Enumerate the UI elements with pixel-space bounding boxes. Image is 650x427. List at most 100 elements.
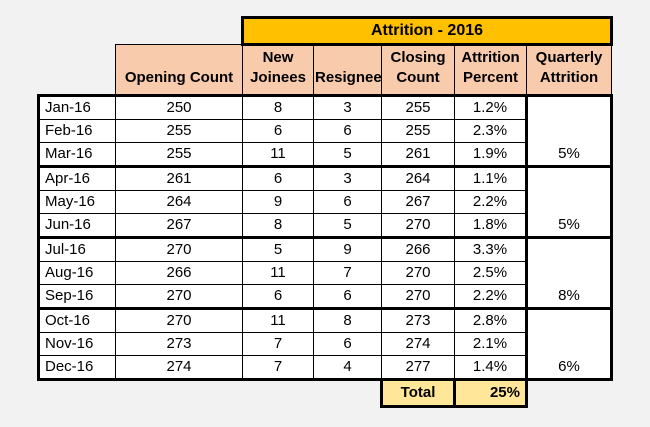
cell-month[interactable]: Oct-16 bbox=[37, 307, 116, 333]
cell-resignee[interactable]: 9 bbox=[313, 236, 382, 262]
table-row: Jun-16 267 8 5 270 1.8% bbox=[37, 212, 612, 239]
total-value[interactable]: 25% bbox=[453, 377, 528, 408]
cell-resignee[interactable]: 8 bbox=[313, 307, 382, 333]
total-label[interactable]: Total bbox=[380, 377, 456, 408]
cell-month[interactable]: Jan-16 bbox=[37, 93, 116, 120]
cell-opening-count[interactable]: 261 bbox=[115, 165, 243, 191]
cell-new-joinees[interactable]: 8 bbox=[242, 93, 314, 120]
cell-attrition-percent[interactable]: 1.2% bbox=[454, 93, 527, 120]
cell-resignee[interactable]: 5 bbox=[313, 141, 382, 168]
cell-attrition-percent[interactable]: 1.1% bbox=[454, 165, 527, 191]
table-row: Jan-16 250 8 3 255 1.2% 5% bbox=[37, 93, 614, 168]
cell-opening-count[interactable]: 255 bbox=[115, 118, 243, 143]
cell-quarterly-attrition[interactable]: 6% bbox=[524, 307, 614, 381]
cell-new-joinees[interactable]: 11 bbox=[242, 307, 314, 333]
cell-attrition-percent[interactable]: 2.5% bbox=[454, 260, 527, 285]
cell-new-joinees[interactable]: 7 bbox=[242, 331, 314, 356]
cell-resignee[interactable]: 6 bbox=[313, 118, 382, 143]
col-header-quarterly-attrition[interactable]: Quarterly Attrition bbox=[525, 44, 613, 96]
col-header-new-joinees[interactable]: New Joinees bbox=[242, 44, 314, 96]
cell-new-joinees[interactable]: 6 bbox=[242, 118, 314, 143]
table-row: Apr-16 261 6 3 264 1.1% 5% bbox=[37, 165, 614, 239]
cell-attrition-percent[interactable]: 2.3% bbox=[454, 118, 527, 143]
cell-attrition-percent[interactable]: 2.8% bbox=[454, 307, 527, 333]
cell-opening-count[interactable]: 270 bbox=[115, 236, 243, 262]
table-row: Aug-16 266 11 7 270 2.5% bbox=[37, 260, 612, 285]
cell-opening-count[interactable]: 267 bbox=[115, 212, 243, 239]
cell-month[interactable]: Aug-16 bbox=[37, 260, 116, 285]
cell-closing-count[interactable]: 270 bbox=[381, 212, 455, 239]
cell-quarterly-attrition[interactable]: 8% bbox=[524, 236, 614, 310]
cell-month[interactable]: Dec-16 bbox=[37, 354, 116, 381]
cell-opening-count[interactable]: 270 bbox=[115, 283, 243, 310]
table-row: Feb-16 255 6 6 255 2.3% bbox=[37, 118, 612, 143]
col-header-resignee[interactable]: Resignee bbox=[313, 44, 382, 96]
cell-closing-count[interactable]: 277 bbox=[381, 354, 455, 381]
cell-new-joinees[interactable]: 8 bbox=[242, 212, 314, 239]
table-row: Jul-16 270 5 9 266 3.3% 8% bbox=[37, 236, 614, 310]
cell-opening-count[interactable]: 266 bbox=[115, 260, 243, 285]
cell-new-joinees[interactable]: 11 bbox=[242, 260, 314, 285]
cell-new-joinees[interactable]: 6 bbox=[242, 165, 314, 191]
cell-resignee[interactable]: 5 bbox=[313, 212, 382, 239]
col-header-attrition-percent[interactable]: Attrition Percent bbox=[454, 44, 527, 96]
cell-opening-count[interactable]: 273 bbox=[115, 331, 243, 356]
cell-closing-count[interactable]: 255 bbox=[381, 93, 455, 120]
cell-month[interactable]: Apr-16 bbox=[37, 165, 116, 191]
empty-region bbox=[39, 18, 243, 45]
cell-new-joinees[interactable]: 5 bbox=[242, 236, 314, 262]
cell-month[interactable]: Mar-16 bbox=[37, 141, 116, 168]
table-row: Oct-16 270 11 8 273 2.8% 6% bbox=[37, 307, 614, 381]
cell-closing-count[interactable]: 264 bbox=[381, 165, 455, 191]
cell-month[interactable]: May-16 bbox=[37, 189, 116, 214]
cell-new-joinees[interactable]: 11 bbox=[242, 141, 314, 168]
cell-opening-count[interactable]: 250 bbox=[115, 93, 243, 120]
cell-resignee[interactable]: 3 bbox=[313, 93, 382, 120]
col-header-opening-count[interactable]: Opening Count bbox=[115, 44, 243, 96]
cell-quarterly-attrition[interactable]: 5% bbox=[524, 165, 614, 239]
cell-new-joinees[interactable]: 6 bbox=[242, 283, 314, 310]
col-header-closing-count[interactable]: Closing Count bbox=[381, 44, 455, 96]
cell-closing-count[interactable]: 266 bbox=[381, 236, 455, 262]
cell-month[interactable]: Sep-16 bbox=[37, 283, 116, 310]
cell-resignee[interactable]: 7 bbox=[313, 260, 382, 285]
cell-closing-count[interactable]: 267 bbox=[381, 189, 455, 214]
cell-closing-count[interactable]: 255 bbox=[381, 118, 455, 143]
cell-attrition-percent[interactable]: 2.2% bbox=[454, 189, 527, 214]
cell-attrition-percent[interactable]: 3.3% bbox=[454, 236, 527, 262]
cell-month[interactable]: Jun-16 bbox=[37, 212, 116, 239]
table-row: Mar-16 255 11 5 261 1.9% bbox=[37, 141, 612, 168]
cell-month[interactable]: Nov-16 bbox=[37, 331, 116, 356]
cell-closing-count[interactable]: 270 bbox=[381, 283, 455, 310]
cell-new-joinees[interactable]: 7 bbox=[242, 354, 314, 381]
cell-opening-count[interactable]: 264 bbox=[115, 189, 243, 214]
cell-closing-count[interactable]: 261 bbox=[381, 141, 455, 168]
cell-quarterly-attrition[interactable]: 5% bbox=[524, 93, 614, 168]
cell-opening-count[interactable]: 274 bbox=[115, 354, 243, 381]
cell-attrition-percent[interactable]: 2.1% bbox=[454, 331, 527, 356]
cell-closing-count[interactable]: 270 bbox=[381, 260, 455, 285]
cell-opening-count[interactable]: 255 bbox=[115, 141, 243, 168]
cell-resignee[interactable]: 4 bbox=[313, 354, 382, 381]
cell-new-joinees[interactable]: 9 bbox=[242, 189, 314, 214]
cell-month[interactable]: Jul-16 bbox=[37, 236, 116, 262]
table-row: Dec-16 274 7 4 277 1.4% bbox=[37, 354, 612, 381]
cell-month[interactable]: Feb-16 bbox=[37, 118, 116, 143]
cell-resignee[interactable]: 6 bbox=[313, 283, 382, 310]
cell-attrition-percent[interactable]: 1.8% bbox=[454, 212, 527, 239]
empty-region bbox=[39, 45, 116, 96]
cell-closing-count[interactable]: 273 bbox=[381, 307, 455, 333]
attrition-table: Attrition - 2016 Opening Count New Joine… bbox=[37, 16, 614, 408]
cell-attrition-percent[interactable]: 1.9% bbox=[454, 141, 527, 168]
cell-attrition-percent[interactable]: 2.2% bbox=[454, 283, 527, 310]
table-title[interactable]: Attrition - 2016 bbox=[240, 16, 614, 46]
cell-closing-count[interactable]: 274 bbox=[381, 331, 455, 356]
cell-attrition-percent[interactable]: 1.4% bbox=[454, 354, 527, 381]
cell-opening-count[interactable]: 270 bbox=[115, 307, 243, 333]
cell-resignee[interactable]: 6 bbox=[313, 189, 382, 214]
cell-resignee[interactable]: 6 bbox=[313, 331, 382, 356]
table-row: Sep-16 270 6 6 270 2.2% bbox=[37, 283, 612, 310]
cell-resignee[interactable]: 3 bbox=[313, 165, 382, 191]
table-row: May-16 264 9 6 267 2.2% bbox=[37, 189, 612, 214]
table-row: Nov-16 273 7 6 274 2.1% bbox=[37, 331, 612, 356]
